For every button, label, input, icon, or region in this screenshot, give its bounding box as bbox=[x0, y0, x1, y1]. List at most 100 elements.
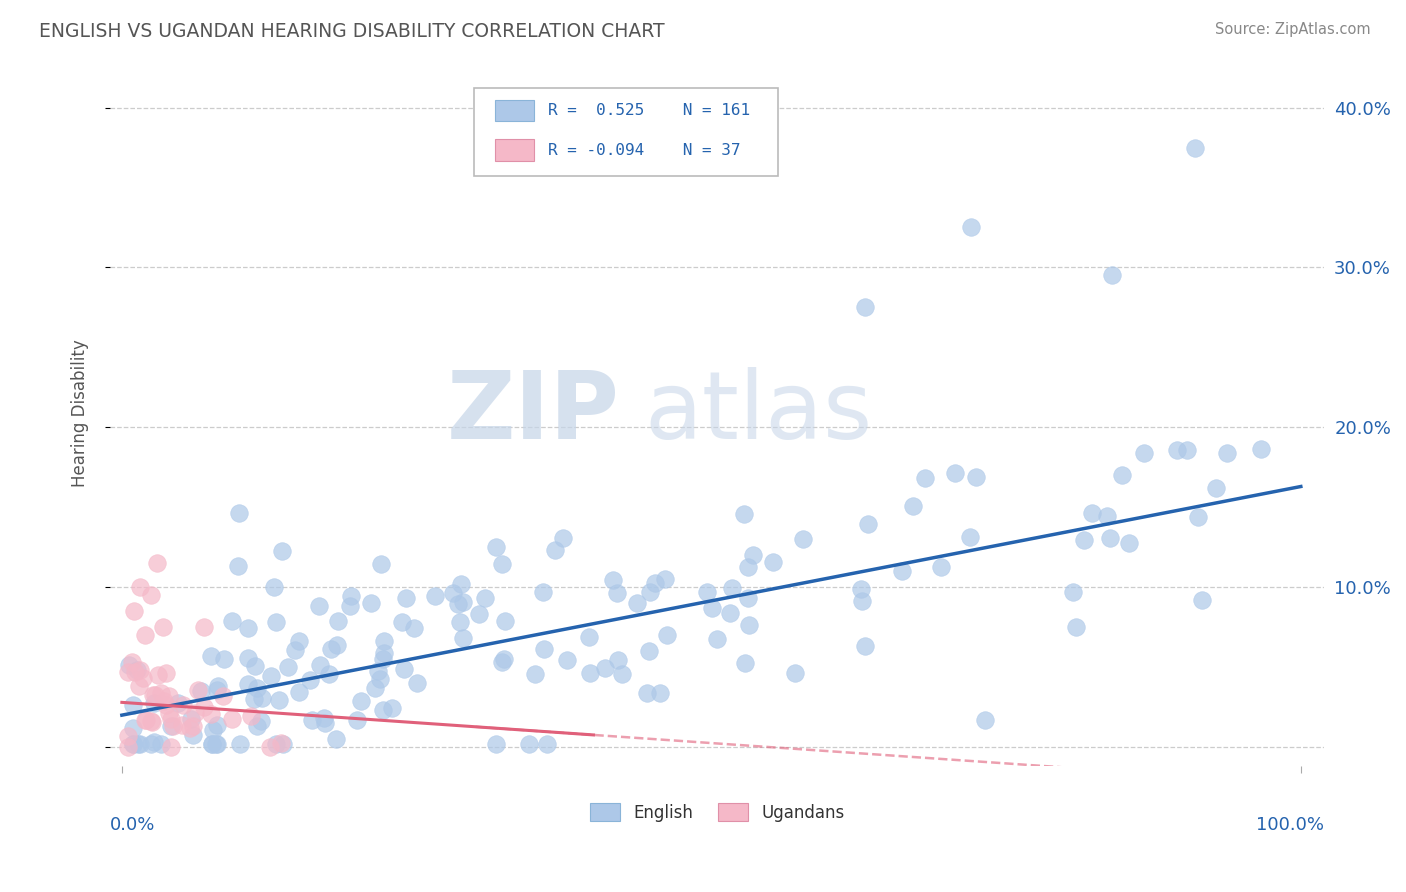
Point bbox=[200, 648, 222, 663]
Point bbox=[339, 599, 361, 613]
Point bbox=[172, 698, 194, 712]
Point bbox=[543, 543, 565, 558]
Point bbox=[243, 692, 266, 706]
Point bbox=[128, 679, 150, 693]
Point bbox=[853, 301, 876, 315]
Point bbox=[762, 556, 785, 570]
Point bbox=[654, 572, 676, 586]
Point bbox=[959, 530, 981, 544]
Point bbox=[187, 683, 209, 698]
Point bbox=[1187, 510, 1209, 524]
Point bbox=[391, 615, 413, 629]
Y-axis label: Hearing Disability: Hearing Disability bbox=[72, 339, 89, 487]
Point bbox=[326, 638, 349, 652]
Point bbox=[121, 698, 143, 712]
Point bbox=[1166, 443, 1188, 458]
Point bbox=[721, 581, 744, 595]
Point bbox=[162, 719, 184, 733]
Point bbox=[637, 644, 659, 658]
Point bbox=[264, 737, 287, 751]
Point bbox=[228, 506, 250, 520]
Point bbox=[159, 712, 181, 726]
Point bbox=[166, 696, 188, 710]
Point bbox=[132, 671, 155, 685]
Point bbox=[578, 630, 600, 644]
Point bbox=[270, 736, 292, 750]
Text: 0.0%: 0.0% bbox=[110, 816, 156, 834]
Point bbox=[371, 702, 394, 716]
Point bbox=[1081, 506, 1104, 520]
Text: ZIP: ZIP bbox=[447, 367, 620, 459]
Point bbox=[706, 632, 728, 646]
Point bbox=[381, 701, 404, 715]
Point bbox=[205, 682, 228, 697]
Point bbox=[121, 721, 143, 735]
Point bbox=[602, 574, 624, 588]
Point bbox=[193, 620, 215, 634]
Point bbox=[207, 679, 229, 693]
Point bbox=[371, 652, 394, 666]
Legend: English, Ugandans: English, Ugandans bbox=[583, 797, 851, 829]
Point bbox=[249, 714, 271, 728]
Point bbox=[644, 576, 666, 591]
Point bbox=[180, 712, 202, 726]
Point bbox=[128, 580, 150, 594]
Point bbox=[129, 663, 152, 677]
Point bbox=[555, 653, 578, 667]
Point bbox=[143, 696, 166, 710]
Point bbox=[201, 737, 224, 751]
Point bbox=[636, 686, 658, 700]
Point bbox=[155, 665, 177, 680]
Point bbox=[124, 665, 146, 679]
Point bbox=[367, 664, 389, 678]
Point bbox=[974, 713, 997, 727]
Text: R = -0.094    N = 37: R = -0.094 N = 37 bbox=[548, 143, 741, 158]
Point bbox=[1073, 533, 1095, 547]
Point bbox=[485, 737, 508, 751]
Point bbox=[648, 685, 671, 699]
Point bbox=[734, 657, 756, 671]
Point bbox=[626, 596, 648, 610]
Point bbox=[121, 656, 143, 670]
Point bbox=[325, 732, 347, 747]
Point bbox=[1066, 620, 1088, 634]
Point bbox=[246, 719, 269, 733]
Point bbox=[200, 706, 222, 721]
Point bbox=[1205, 481, 1227, 495]
Point bbox=[152, 694, 174, 708]
Point bbox=[159, 706, 181, 721]
Bar bbox=[495, 100, 534, 121]
Point bbox=[250, 691, 273, 706]
Point bbox=[738, 617, 761, 632]
Point bbox=[121, 737, 143, 751]
Point bbox=[139, 737, 162, 751]
Point bbox=[373, 634, 395, 648]
Point bbox=[314, 711, 336, 725]
Point bbox=[190, 684, 212, 698]
Point bbox=[346, 713, 368, 727]
Point bbox=[269, 692, 291, 706]
FancyBboxPatch shape bbox=[474, 88, 778, 177]
Point bbox=[1111, 467, 1133, 482]
Point bbox=[612, 667, 634, 681]
Point bbox=[943, 466, 966, 480]
Point bbox=[494, 651, 516, 665]
Point bbox=[451, 595, 474, 609]
Point bbox=[579, 666, 602, 681]
Point bbox=[143, 735, 166, 749]
Point bbox=[246, 681, 269, 695]
Point bbox=[122, 604, 145, 618]
Point bbox=[134, 713, 156, 727]
Point bbox=[205, 737, 228, 751]
Point bbox=[700, 600, 723, 615]
Point bbox=[122, 737, 145, 751]
Point bbox=[236, 621, 259, 635]
Point bbox=[141, 714, 163, 729]
Point bbox=[373, 646, 395, 660]
Point bbox=[239, 709, 262, 723]
Point bbox=[172, 718, 194, 732]
Point bbox=[733, 508, 755, 522]
Point bbox=[146, 667, 169, 681]
Point bbox=[221, 614, 243, 628]
Point bbox=[238, 677, 260, 691]
